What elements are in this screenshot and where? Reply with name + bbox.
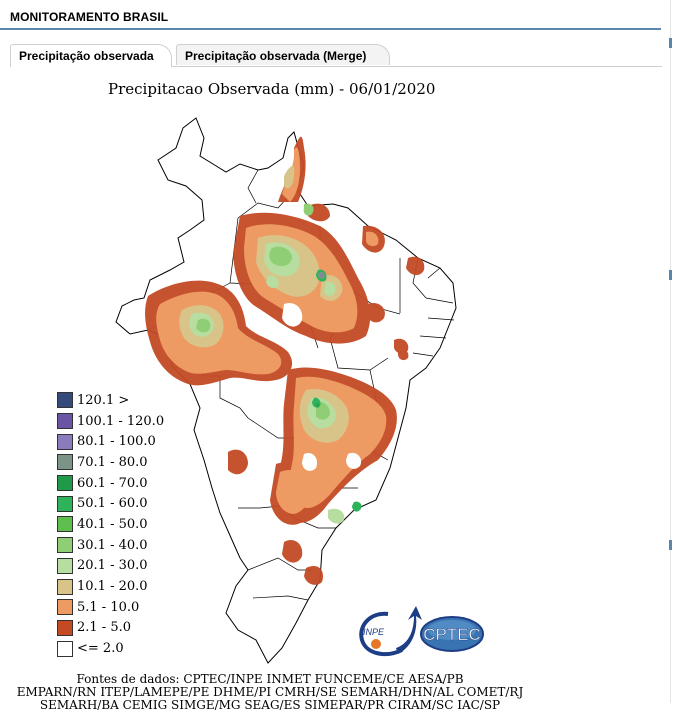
tab-bar: Precipitação observada Precipitação obse… [10,44,662,67]
legend-item: 100.1 - 120.0 [57,411,164,432]
legend-swatch [57,495,73,512]
legend-label: 40.1 - 50.0 [77,516,148,532]
legend-item: 50.1 - 60.0 [57,493,164,514]
legend-label: 20.1 - 30.0 [77,558,148,574]
legend-label: 60.1 - 70.0 [77,475,148,491]
legend-label: 120.1 > [77,392,130,408]
legend-item: 70.1 - 80.0 [57,452,164,473]
sources-line: SEMARH/BA CEMIG SIMGE/MG SEAG/ES SIMEPAR… [39,698,501,712]
rail-marker [669,270,672,280]
page-title: MONITORAMENTO BRASIL [10,10,169,24]
legend-item: 80.1 - 100.0 [57,431,164,452]
sources-line: Fontes de dados: CPTEC/INPE INMET FUNCEM… [76,672,464,686]
legend-label: 30.1 - 40.0 [77,537,148,553]
data-sources: Fontes de dados: CPTEC/INPE INMET FUNCEM… [10,673,530,712]
legend-label: 80.1 - 100.0 [77,434,156,450]
tab-label: Precipitação observada [19,49,154,63]
legend-swatch [57,599,73,616]
legend-swatch [57,537,73,554]
map-title: Precipitacao Observada (mm) - 06/01/2020 [108,80,436,98]
legend-swatch [57,557,73,574]
logo-sun-icon [371,639,381,649]
legend-swatch [57,454,73,471]
legend-item: 120.1 > [57,390,164,411]
legend-item: <= 2.0 [57,638,164,659]
legend-swatch [57,516,73,533]
legend: 120.1 > 100.1 - 120.0 80.1 - 100.0 70.1 … [57,390,164,659]
legend-swatch [57,413,73,430]
legend-label: 2.1 - 5.0 [77,620,132,636]
legend-swatch [57,619,73,636]
legend-swatch [57,578,73,595]
legend-swatch [57,392,73,409]
legend-swatch [57,475,73,492]
sources-line: EMPARN/RN ITEP/LAMEPE/PE DHME/PI CMRH/SE… [16,685,524,699]
tab-precipitacao-observada[interactable]: Precipitação observada [10,44,172,67]
tab-precipitacao-merge[interactable]: Precipitação observada (Merge) [176,44,390,65]
legend-item: 30.1 - 40.0 [57,535,164,556]
logo-cptec-text: CPTEC [423,625,481,644]
rail-marker [669,540,672,550]
legend-item: 5.1 - 10.0 [57,597,164,618]
logo-arrow [396,606,422,654]
legend-item: 40.1 - 50.0 [57,514,164,535]
legend-item: 2.1 - 5.0 [57,618,164,639]
tab-label: Precipitação observada (Merge) [185,49,367,63]
legend-label: 70.1 - 80.0 [77,454,148,470]
precipitation-map [115,117,457,664]
logo-inpe-text: INPE [363,627,385,637]
right-scroll-rail [669,0,683,703]
legend-item: 60.1 - 70.0 [57,473,164,494]
legend-label: 5.1 - 10.0 [77,599,140,615]
dry-pockets [282,302,362,471]
legend-label: 10.1 - 20.0 [77,579,148,595]
logo-swoosh [359,611,403,657]
legend-label: 100.1 - 120.0 [77,413,165,429]
legend-label: 50.1 - 60.0 [77,496,148,512]
legend-swatch [57,433,73,450]
inpe-cptec-logo: INPE CPTEC [359,606,484,657]
precip-60-120 [316,271,325,408]
legend-item: 20.1 - 30.0 [57,556,164,577]
legend-swatch [57,640,73,657]
rail-marker [669,38,672,48]
legend-label: <= 2.0 [77,641,124,657]
legend-item: 10.1 - 20.0 [57,576,164,597]
header-bar: MONITORAMENTO BRASIL [0,0,661,30]
